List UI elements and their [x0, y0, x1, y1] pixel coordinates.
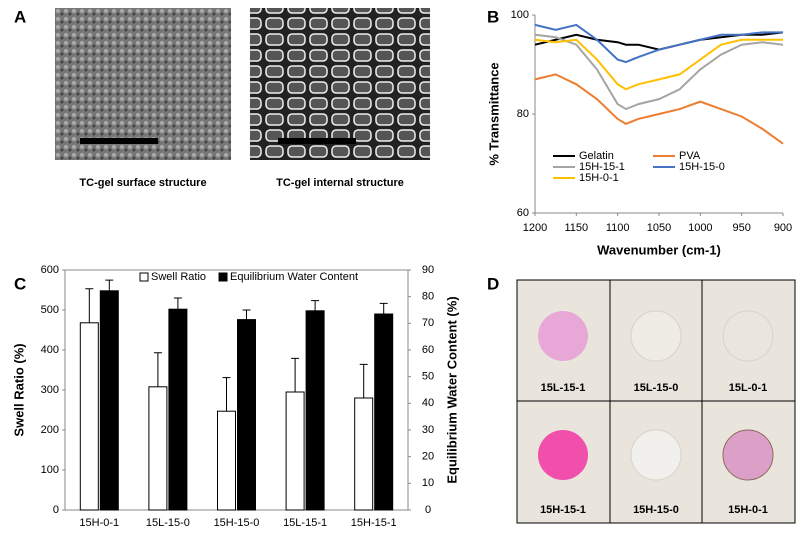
sample-label: 15H-15-1: [540, 504, 586, 516]
legend-label: Gelatin: [579, 150, 614, 162]
sem-image: [250, 8, 430, 160]
bar: [217, 410, 236, 511]
gel-disc: [630, 310, 682, 362]
y2-tick-label: 30: [422, 424, 434, 436]
data-line: [534, 73, 784, 145]
bar: [168, 308, 188, 511]
x-tick-label: 15H-0-1: [79, 517, 119, 529]
gel-disc: [722, 310, 774, 362]
x-tick-label: 1100: [606, 222, 630, 234]
caption: TC-gel surface structure: [79, 177, 206, 189]
y2-tick-label: 60: [422, 344, 434, 356]
error-bar: [153, 352, 162, 387]
bar: [237, 319, 256, 511]
y2-tick-label: 50: [422, 371, 434, 383]
data-line: [534, 23, 783, 64]
scale-bar: [278, 138, 356, 144]
legend-label: Equilibrium Water Content: [230, 271, 358, 283]
y-tick-label: 100: [41, 464, 59, 476]
legend-label: PVA: [679, 150, 701, 162]
panel-label: D: [487, 274, 499, 293]
x-tick-label: 950: [732, 222, 750, 234]
y2-tick-label: 90: [422, 264, 434, 276]
scale-bar: [80, 138, 158, 144]
x-tick-label: 1150: [565, 222, 589, 234]
sample-label: 15H-0-1: [728, 504, 768, 516]
y-tick-label: 60: [517, 207, 529, 219]
bar: [99, 290, 119, 511]
y-tick-label: 100: [511, 9, 529, 21]
x-tick-label: 1050: [647, 222, 671, 234]
error-bar: [359, 363, 368, 398]
y2-tick-label: 10: [422, 477, 434, 489]
y2-tick-label: 0: [425, 504, 431, 516]
y-tick-label: 200: [41, 424, 59, 436]
gel-disc: [630, 429, 682, 481]
error-bar: [291, 357, 300, 392]
x-tick-label: 15L-15-0: [146, 517, 190, 529]
y-tick-label: 400: [41, 344, 59, 356]
x-tick-label: 15H-15-1: [351, 517, 397, 529]
sem-image: [55, 8, 231, 160]
error-bar: [222, 377, 231, 412]
gel-disc: [722, 429, 774, 481]
y-axis-title: Swell Ratio (%): [11, 343, 26, 436]
data-line: [534, 33, 784, 111]
x-tick-label: 900: [774, 222, 792, 234]
bar: [305, 310, 325, 511]
y-tick-label: 80: [517, 108, 529, 120]
error-bar: [85, 288, 94, 323]
legend-label: Swell Ratio: [151, 271, 206, 283]
bar: [374, 313, 394, 511]
gel-disc: [538, 430, 588, 480]
error-bar: [379, 302, 388, 314]
y2-tick-label: 40: [422, 397, 434, 409]
legend-swatch: [218, 272, 228, 282]
error-bar: [311, 300, 320, 311]
data-line: [534, 38, 783, 91]
bar: [354, 397, 374, 511]
panel-label: C: [14, 274, 26, 293]
legend-label: 15H-0-1: [579, 172, 619, 184]
y-tick-label: 500: [41, 304, 59, 316]
sample-label: 15L-15-0: [634, 382, 679, 394]
y2-tick-label: 20: [422, 451, 434, 463]
y-tick-label: 300: [41, 384, 59, 396]
y-tick-label: 0: [53, 504, 59, 516]
bar: [285, 391, 305, 511]
x-tick-label: 15L-15-1: [283, 517, 327, 529]
caption: TC-gel internal structure: [276, 177, 404, 189]
error-bar: [105, 279, 114, 291]
error-bar: [173, 297, 182, 310]
x-tick-label: 1200: [523, 222, 547, 234]
bar: [148, 386, 168, 511]
y-axis-title: % Transmittance: [486, 62, 501, 165]
panel-label: A: [14, 7, 26, 26]
x-axis-title: Wavenumber (cm-1): [597, 242, 721, 257]
sample-label: 15L-0-1: [729, 382, 768, 394]
bar: [79, 322, 99, 511]
sample-label: 15H-15-0: [633, 504, 679, 516]
legend-label: 15H-15-0: [679, 161, 725, 173]
y2-tick-label: 70: [422, 317, 434, 329]
sample-label: 15L-15-1: [541, 382, 586, 394]
error-bar: [242, 309, 251, 320]
legend-swatch: [139, 272, 149, 282]
gel-disc: [538, 311, 588, 361]
x-tick-label: 15H-15-0: [214, 517, 260, 529]
panel-label: B: [487, 7, 499, 26]
legend-label: 15H-15-1: [579, 161, 625, 173]
y-tick-label: 600: [41, 264, 59, 276]
y2-tick-label: 80: [422, 291, 434, 303]
y2-axis-title: Equilibrium Water Content (%): [444, 296, 459, 483]
x-tick-label: 1000: [688, 222, 712, 234]
